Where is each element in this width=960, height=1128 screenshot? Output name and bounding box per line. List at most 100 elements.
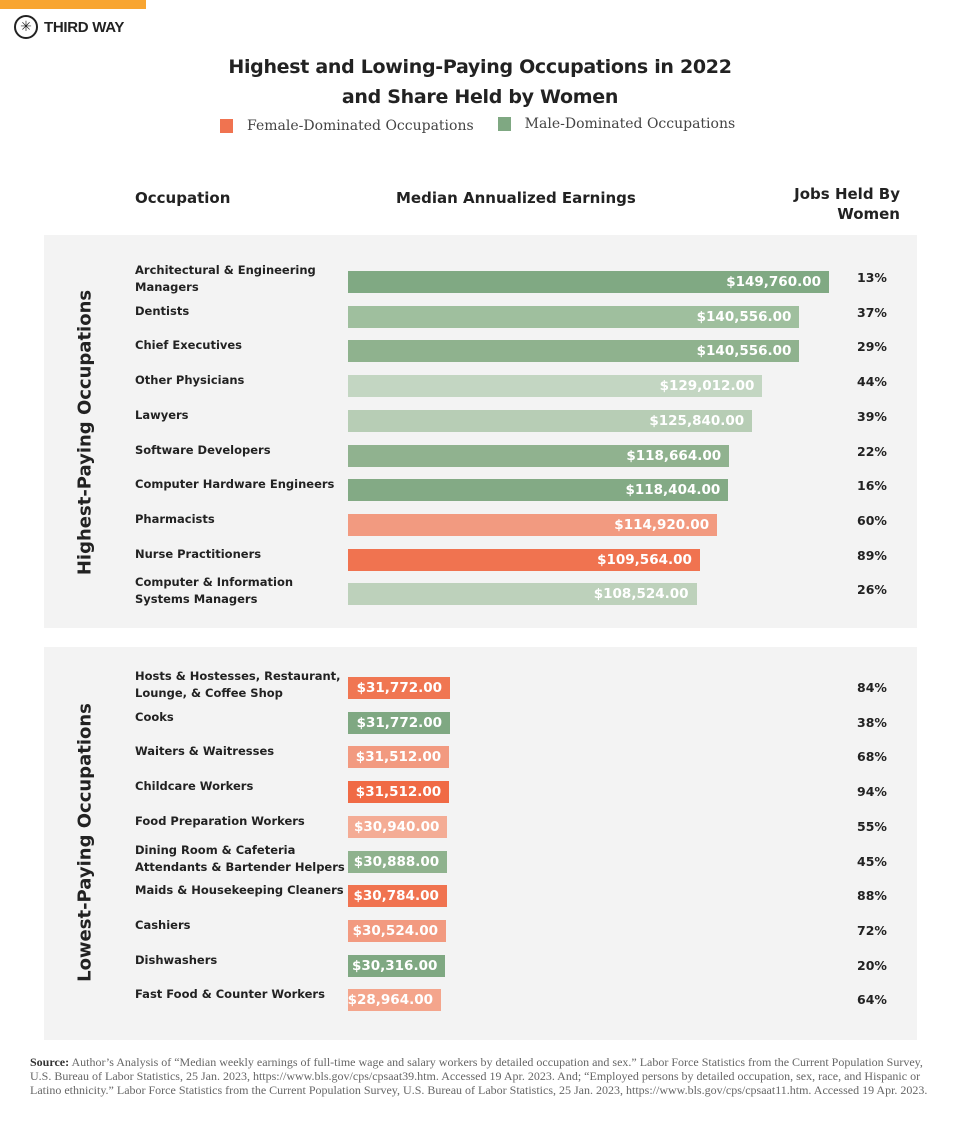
bar-value-label: $129,012.00 xyxy=(659,378,755,395)
bar: $28,964.00 xyxy=(347,989,442,1012)
share-women: 64% xyxy=(857,992,887,1008)
bar-value-label: $31,772.00 xyxy=(356,714,443,731)
bar: $31,512.00 xyxy=(348,781,450,804)
bar-value-label: $30,784.00 xyxy=(353,888,439,905)
bar: $30,940.00 xyxy=(348,815,448,838)
column-header-share: Jobs Held By Women xyxy=(794,185,900,223)
occupation-label: Fast Food & Counter Workers xyxy=(135,987,325,1002)
occupation-label: Computer & Information Systems Managers xyxy=(135,575,294,607)
occupation-label: Cooks xyxy=(135,709,174,724)
group-label-highest: Highest-Paying Occupations xyxy=(74,289,96,576)
share-women: 45% xyxy=(857,853,887,869)
share-women: 39% xyxy=(857,408,887,424)
bar: $30,316.00 xyxy=(348,954,446,977)
occupation-label: Childcare Workers xyxy=(135,779,254,794)
bar-value-label: $31,512.00 xyxy=(355,784,442,801)
occupation-label: Dining Room & Cafeteria Attendants & Bar… xyxy=(135,842,345,874)
share-women: 94% xyxy=(857,784,887,800)
occupation-label: Hosts & Hostesses, Restaurant, Lounge, &… xyxy=(135,669,341,700)
occupation-label: Dentists xyxy=(135,303,190,318)
bar: $30,784.00 xyxy=(348,885,447,908)
bar-value-label: $30,888.00 xyxy=(353,853,440,870)
occupation-label: Waiters & Waitresses xyxy=(135,744,275,759)
bar: $125,840.00 xyxy=(348,409,753,432)
occupation-label: Lawyers xyxy=(135,407,189,422)
legend-swatch-female xyxy=(220,119,233,133)
share-women: 16% xyxy=(857,478,887,494)
chart-subtitle: and Share Held by Women xyxy=(341,86,619,108)
share-women: 68% xyxy=(857,749,887,765)
bar-value-label: $30,940.00 xyxy=(353,818,440,835)
occupation-label: Architectural & Engineering Managers xyxy=(135,263,316,294)
source-note: Source: Author’s Analysis of “Median wee… xyxy=(30,1055,930,1097)
bar-value-label: $125,840.00 xyxy=(649,412,745,429)
occupation-label: Pharmacists xyxy=(135,511,215,526)
bar-value-label: $114,920.00 xyxy=(614,516,710,533)
occupation-label: Chief Executives xyxy=(135,338,243,353)
share-women: 89% xyxy=(857,547,887,563)
share-women: 72% xyxy=(857,922,887,938)
bar: $114,920.00 xyxy=(348,513,718,536)
share-women: 13% xyxy=(857,270,887,285)
bar: $30,524.00 xyxy=(348,919,447,942)
share-women: 38% xyxy=(857,714,887,730)
bar-value-label: $140,556.00 xyxy=(696,343,792,360)
source-text: Author’s Analysis of “Median weekly earn… xyxy=(30,1055,928,1097)
legend-label-female: Female-Dominated Occupations xyxy=(247,118,474,134)
legend-label-male: Male-Dominated Occupations xyxy=(524,116,736,132)
accent-bar xyxy=(0,0,146,9)
legend: Female-Dominated Occupations Male-Domina… xyxy=(220,116,736,134)
bar-value-label: $108,524.00 xyxy=(593,586,689,603)
bar-value-label: $118,664.00 xyxy=(626,447,722,464)
share-women: 20% xyxy=(857,957,887,973)
column-header-occupation: Occupation xyxy=(135,189,231,207)
chart-title: Highest and Lowing-Paying Occupations in… xyxy=(228,56,732,78)
bar-value-label: $109,564.00 xyxy=(597,551,692,568)
column-header-earnings: Median Annualized Earnings xyxy=(396,189,636,207)
share-women: 84% xyxy=(857,680,887,695)
bar: $31,772.00 xyxy=(348,711,451,734)
bar-value-label: $31,512.00 xyxy=(355,749,442,766)
occupation-label: Computer Hardware Engineers xyxy=(135,477,335,492)
share-women: 29% xyxy=(857,339,887,355)
bar: $30,888.00 xyxy=(348,850,448,873)
bar: $129,012.00 xyxy=(348,375,763,398)
bar: $31,512.00 xyxy=(348,746,450,769)
group-label-lowest: Lowest-Paying Occupations xyxy=(74,703,96,982)
source-label: Source: xyxy=(30,1055,70,1069)
bar: $31,772.00 xyxy=(348,677,451,699)
bar-value-label: $30,524.00 xyxy=(352,922,439,939)
bar: $118,664.00 xyxy=(348,444,730,467)
occupation-label: Maids & Housekeeping Cleaners xyxy=(135,883,344,898)
share-women: 26% xyxy=(857,582,887,598)
panel-lowest xyxy=(44,647,917,1040)
bar: $149,760.00 xyxy=(348,271,829,293)
bar: $109,564.00 xyxy=(348,548,700,571)
occupation-label: Cashiers xyxy=(135,917,191,932)
bar: $118,404.00 xyxy=(348,479,729,502)
bar-value-label: $149,760.00 xyxy=(726,274,821,290)
share-women: 55% xyxy=(857,818,887,834)
share-women: 22% xyxy=(857,443,887,459)
occupation-label: Software Developers xyxy=(135,442,271,457)
legend-swatch-male xyxy=(497,117,511,131)
bar-value-label: $118,404.00 xyxy=(625,482,721,499)
bar-value-label: $140,556.00 xyxy=(696,308,792,325)
bar: $108,524.00 xyxy=(348,583,697,606)
bar: $140,556.00 xyxy=(348,340,800,363)
bar-value-label: $31,772.00 xyxy=(356,680,443,696)
occupation-label: Food Preparation Workers xyxy=(135,813,305,828)
bar-value-label: $28,964.00 xyxy=(347,992,434,1009)
share-women: 37% xyxy=(857,304,887,320)
logo: ✳ THIRD WAY xyxy=(14,15,124,39)
share-women: 88% xyxy=(857,888,887,904)
bar-value-label: $30,316.00 xyxy=(351,957,438,974)
occupation-label: Other Physicians xyxy=(135,373,245,388)
occupation-label: Nurse Practitioners xyxy=(135,546,262,561)
bar: $140,556.00 xyxy=(348,305,800,328)
brand-name: THIRD WAY xyxy=(44,18,125,36)
occupation-label: Dishwashers xyxy=(135,952,218,967)
share-women: 60% xyxy=(857,512,887,528)
compass-star-icon: ✳ xyxy=(14,15,38,39)
